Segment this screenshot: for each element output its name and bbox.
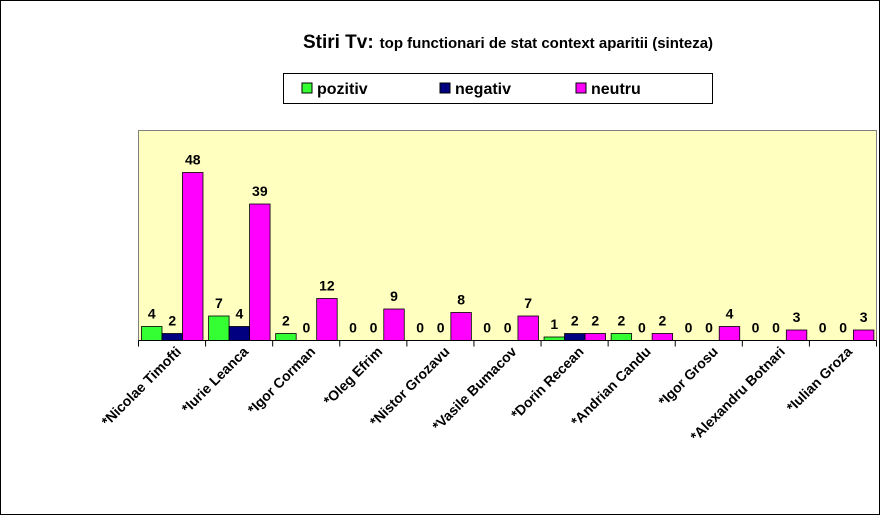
- data-label: 3: [860, 309, 868, 325]
- bar: [543, 336, 565, 341]
- data-label: 0: [303, 320, 311, 336]
- data-label: 2: [571, 313, 579, 329]
- bar: [228, 326, 250, 341]
- data-label: 0: [772, 320, 780, 336]
- bar: [718, 326, 741, 341]
- bar: [450, 312, 472, 341]
- data-label: 4: [148, 306, 156, 322]
- data-label: 0: [752, 320, 760, 336]
- data-label: 7: [524, 295, 532, 311]
- bar: [275, 333, 297, 341]
- legend-swatch: [301, 82, 313, 94]
- bar: [564, 333, 586, 341]
- data-label: 3: [793, 309, 801, 325]
- title-sub: top functionari de stat context aparitii…: [380, 35, 713, 52]
- data-label: 0: [839, 320, 847, 336]
- bar: [651, 333, 674, 341]
- bar: [208, 315, 230, 341]
- data-label: 0: [370, 320, 378, 336]
- data-label: 0: [685, 320, 693, 336]
- bar: [383, 308, 405, 341]
- data-label: 7: [215, 295, 223, 311]
- legend-swatch: [575, 82, 587, 94]
- data-label: 2: [658, 313, 666, 329]
- bar: [249, 203, 271, 341]
- bar: [610, 333, 633, 341]
- bar: [182, 172, 204, 341]
- data-label: 2: [617, 313, 625, 329]
- data-label: 0: [705, 320, 713, 336]
- data-label: 8: [457, 292, 465, 308]
- data-label: 9: [390, 288, 398, 304]
- bar: [316, 298, 338, 341]
- bar: [853, 329, 875, 341]
- data-label: 0: [819, 320, 827, 336]
- data-label: 0: [483, 320, 491, 336]
- chart-title: Stiri Tv: top functionari de stat context…: [303, 32, 713, 53]
- data-label: 0: [638, 320, 646, 336]
- bar: [161, 333, 183, 341]
- data-label: 12: [319, 278, 335, 294]
- data-label: 4: [726, 306, 734, 322]
- bar: [785, 329, 808, 341]
- data-label: 1: [550, 316, 558, 332]
- data-label: 4: [235, 306, 243, 322]
- data-label: 39: [252, 183, 268, 199]
- legend-label: pozitiv: [317, 81, 368, 98]
- data-label: 0: [349, 320, 357, 336]
- data-label: 0: [504, 320, 512, 336]
- legend-swatch: [439, 82, 451, 94]
- legend-label: negativ: [455, 81, 511, 98]
- bar: [141, 326, 163, 341]
- data-label: 2: [591, 313, 599, 329]
- data-label: 48: [185, 152, 201, 168]
- title-main: Stiri Tv:: [303, 32, 374, 53]
- legend-label: neutru: [591, 81, 641, 98]
- bar: [517, 315, 539, 341]
- data-label: 2: [282, 313, 290, 329]
- data-label: 0: [437, 320, 445, 336]
- data-label: 0: [416, 320, 424, 336]
- legend-box: [283, 73, 713, 104]
- bar: [584, 333, 606, 341]
- data-label: 2: [168, 313, 176, 329]
